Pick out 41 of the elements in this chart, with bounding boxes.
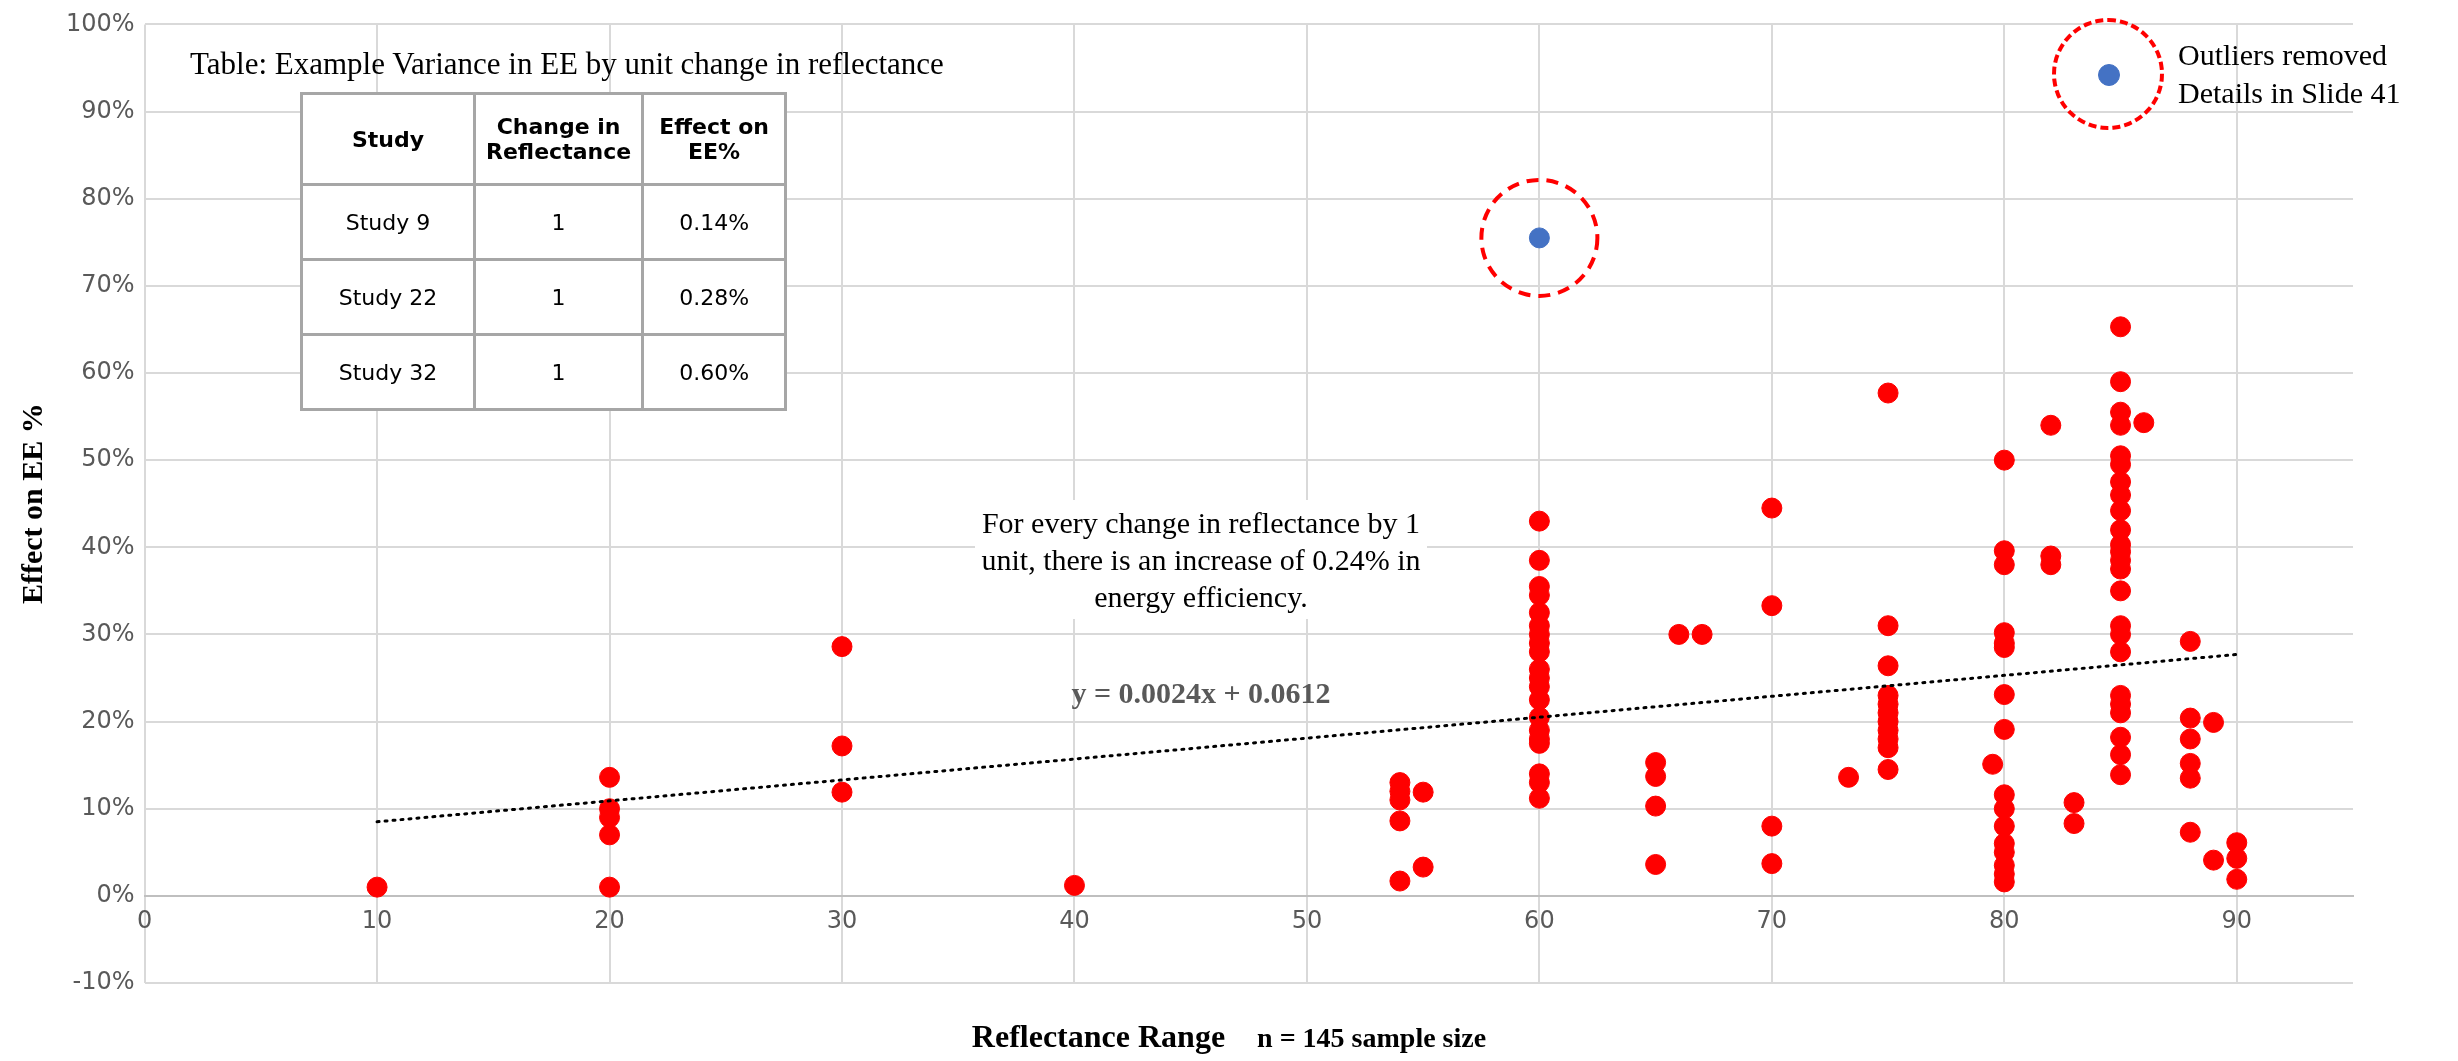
annotation: Study <box>301 93 475 185</box>
annotation: Study 22 <box>301 259 475 335</box>
y-tick-label: 40% <box>81 531 135 560</box>
annotation: 0.60% <box>642 334 786 410</box>
y-tick-label: -10% <box>72 967 135 996</box>
y-tick-label: 80% <box>81 182 135 211</box>
y-tick-label: 50% <box>81 444 135 473</box>
y-tick-label: 20% <box>81 705 135 734</box>
annotation: Study 9 <box>301 184 475 260</box>
x-tick-label: 80 <box>1989 906 2020 935</box>
annotation: Effect on EE% <box>642 93 786 185</box>
annotation: 0.28% <box>642 259 786 335</box>
legend-label: Outliers removed Details in Slide 41 <box>2178 37 2402 111</box>
x-tick-label: 60 <box>1524 906 1555 935</box>
annotation: Table: Example Variance in EE by unit change in reflectance <box>190 46 944 82</box>
y-tick-label: 100% <box>65 8 135 37</box>
annotation: 0.14% <box>642 184 786 260</box>
y-tick-label: 90% <box>81 95 135 124</box>
annotation: 1 <box>474 259 643 335</box>
annotation: Study 32 <box>301 334 475 410</box>
y-tick-label: 30% <box>81 618 135 647</box>
x-tick-label: 0 <box>136 906 153 935</box>
text: n = 145 sample size <box>1257 1022 1487 1053</box>
x-tick-label: 40 <box>1059 906 1090 935</box>
annotation: y = 0.0024x + 0.0612 <box>1070 676 1332 710</box>
x-tick-label: 90 <box>2221 906 2253 935</box>
y-tick-label: 10% <box>81 792 135 821</box>
y-tick-label: 70% <box>81 270 135 299</box>
y-tick-label: 60% <box>81 357 135 386</box>
y-tick-label: 0% <box>96 880 135 909</box>
x-tick-label: 10 <box>361 906 393 935</box>
y-axis-title: Effect on EE % <box>14 403 48 605</box>
x-axis-title: Reflectance Range <box>971 1018 1226 1054</box>
annotation: 1 <box>474 184 643 260</box>
x-tick-label: 70 <box>1756 906 1788 935</box>
annotation: Change in Reflectance <box>474 93 643 185</box>
x-tick-label: 30 <box>826 906 858 935</box>
x-tick-label: 50 <box>1291 906 1323 935</box>
annotation: 1 <box>474 334 643 410</box>
annotation: For every change in reflectance by 1 unit, there is an increase of 0.24% in energy efficiency. <box>975 500 1427 619</box>
x-tick-label: 20 <box>594 906 625 935</box>
